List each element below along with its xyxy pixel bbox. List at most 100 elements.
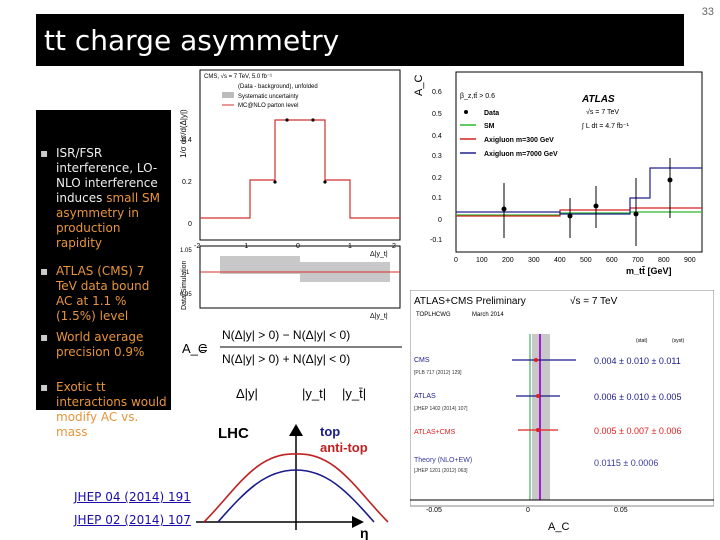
combo-xtick-005: 0.05 [614,507,628,514]
formula-eq: = [200,341,208,356]
atlas-ytick-0: 0 [438,217,442,224]
atlas-xtick-300: 300 [528,257,540,264]
combination-plot: ATLAS+CMS Preliminary √s = 7 TeV TOPLHCW… [410,290,714,533]
cms-frame [199,69,401,241]
cms-ylabel: 1/σ dσ/d(Δ|y|) [179,109,188,158]
combo-frame [410,290,714,507]
combo-sub2: March 2014 [472,312,504,318]
jhep-link-1[interactable]: JHEP 04 (2014) 191 [74,490,191,504]
atlas-mass-plot: A_C 0.6 0.5 0.4 0.3 0.2 0.1 0 -0.1 β_z,t… [413,71,703,276]
cms-point-2 [285,118,289,122]
atlas-experiment-label: ATLAS [581,94,615,105]
cms-legend-syst: Systematic uncertainty [238,94,298,100]
atlas-legend-data-swatch [464,110,468,114]
cms-legend-data: (Data - background), unfolded [238,84,318,90]
lhc-antitop-curve [203,453,389,523]
cms-point-1 [273,180,277,184]
cms-xlabel: Δ|y_t| [370,251,388,258]
atlas-cut-label: β_z,tt̄ > 0.6 [460,92,495,100]
cms-ratio-tick-2: 1 [186,270,190,276]
atlas-ytick-0.4: 0.4 [432,133,442,140]
cms-header: CMS, √s = 7 TeV, 5.0 fb⁻¹ [204,73,272,80]
cms-legend-syst-swatch [222,92,234,98]
atlas-xtick-800: 800 [658,257,670,264]
bullet-panel: ▪ ISR/FSR interference, LO-NLO interfere… [36,110,171,439]
bullet-3: ▪ World average precision 0.9% [40,330,168,360]
combo-entry-atlas-value: 0.006 ± 0.010 ± 0.005 [594,392,681,402]
lhc-vertical-arrow [289,424,303,436]
atlas-xtick-500: 500 [580,257,592,264]
combo-sub1: TOPLHCWG [416,312,451,318]
atlas-legend-ax7000: Axigluon m=7000 GeV [484,151,558,158]
page-number: 33 [701,6,714,18]
cms-point-4 [323,180,327,184]
atlas-sm-line [456,211,702,216]
formula-denominator: N(Δ|y| > 0) + N(Δ|y| < 0) [222,352,350,366]
atlas-xtick-900: 900 [684,257,696,264]
title-bar: tt charge asymmetry [36,14,684,66]
combo-header: ATLAS+CMS Preliminary [414,296,526,307]
combo-entry-cms-point [534,358,538,362]
atlas-yticks: 0.6 0.5 0.4 0.3 0.2 0.1 0 -0.1 [430,89,442,244]
bullet-4: ▪ Exotic tt interactions would modify AC… [40,380,167,439]
atlas-legend-ax300: Axigluon m=300 GeV [484,137,554,144]
formula-var-dy: Δ|y| [236,386,258,401]
cms-mc-histogram [200,119,400,219]
atlas-xtick-0: 0 [454,257,458,264]
atlas-lumi-label: ∫ L dt = 4.7 fb⁻¹ [581,123,629,130]
asymmetry-formula: A_C = N(Δ|y| > 0) − N(Δ|y| < 0) N(Δ|y| >… [182,328,402,401]
lhc-title: LHC [218,425,249,442]
combo-entry-theory-name: Theory (NLO+EW) [414,457,472,464]
combo-xtick-0: 0 [526,507,530,514]
atlas-legend-sm: SM [484,123,495,130]
cms-ratio-label: Data/Simulation [181,260,188,310]
cms-ratio-frame [199,245,401,309]
cms-ratio-band-1 [220,256,300,274]
atlas-ytick-m0.1: -0.1 [430,237,442,244]
atlas-ytick-0.3: 0.3 [432,153,442,160]
atlas-xticks: 0 100 200 300 400 500 600 700 800 900 [454,257,696,264]
atlas-data-points [501,158,673,246]
cms-legend-mc: MC@NLO parton level [238,103,298,109]
lhc-eta-label: η [360,525,369,540]
combo-entry-atlas-name: ATLAS [414,393,436,400]
cms-point-3 [311,118,315,122]
combo-entry-comb-point [536,428,540,432]
cms-ytick-0: 0 [188,221,192,228]
lhc-top-label: top [320,424,340,439]
cms-unfolded-plot: 1/σ dσ/d(Δ|y|) CMS, √s = 7 TeV, 5.0 fb⁻¹… [179,69,401,320]
atlas-xtick-200: 200 [502,257,514,264]
atlas-ax300-line [456,207,702,217]
bullet-2: ▪ ATLAS (CMS) 7 TeV data bound AC at 1.1… [40,264,168,324]
atlas-ylabel: A_C [413,75,425,96]
jhep-link-2[interactable]: JHEP 02 (2014) 107 [74,513,191,527]
atlas-legend-data: Data [484,110,499,117]
formula-numerator: N(Δ|y| > 0) − N(Δ|y| < 0) [222,328,350,342]
combo-xtick-m005: -0.05 [426,507,442,514]
cms-ratio-xlabel: Δ|y_t| [370,313,388,320]
combo-entry-comb-name: ATLAS+CMS [414,429,456,436]
combo-entry-theory-value: 0.0115 ± 0.0006 [594,458,658,468]
combo-energy: √s = 7 TeV [570,295,618,307]
combo-entry-cms-name: CMS [414,357,430,364]
lhc-top-curve [217,469,375,523]
cms-xtick-m2: -2 [194,243,200,250]
combo-entry-cms-value: 0.004 ± 0.010 ± 0.011 [594,356,681,366]
cms-ratio-tick-1: 1.05 [180,248,192,254]
combo-col-stat: (stat) [636,338,648,344]
atlas-xtick-700: 700 [632,257,644,264]
atlas-ax7000-line [456,167,702,215]
atlas-xtick-400: 400 [554,257,566,264]
combo-entry-theory-ref: [JHEP 1201 (2012) 063] [414,468,468,474]
bullet-1-text: ISR/FSR interference, LO-NLO interferenc… [56,146,158,205]
atlas-xtick-600: 600 [606,257,618,264]
lhc-antitop-label: anti-top [320,440,368,455]
lhc-rapidity-diagram: LHC top anti-top η [196,424,389,540]
combo-entry-atlas-ref: [JHEP 1402 (2014) 107] [414,406,468,412]
combo-entry-comb-value: 0.005 ± 0.007 ± 0.006 [594,426,681,436]
lhc-horizontal-arrow [352,516,364,528]
bullet-1-highlight: small SM asymmetry in production rapidit… [56,191,160,250]
combo-xlabel: A_C [548,521,569,533]
atlas-ytick-0.1: 0.1 [432,195,442,202]
atlas-ytick-0.5: 0.5 [432,111,442,118]
